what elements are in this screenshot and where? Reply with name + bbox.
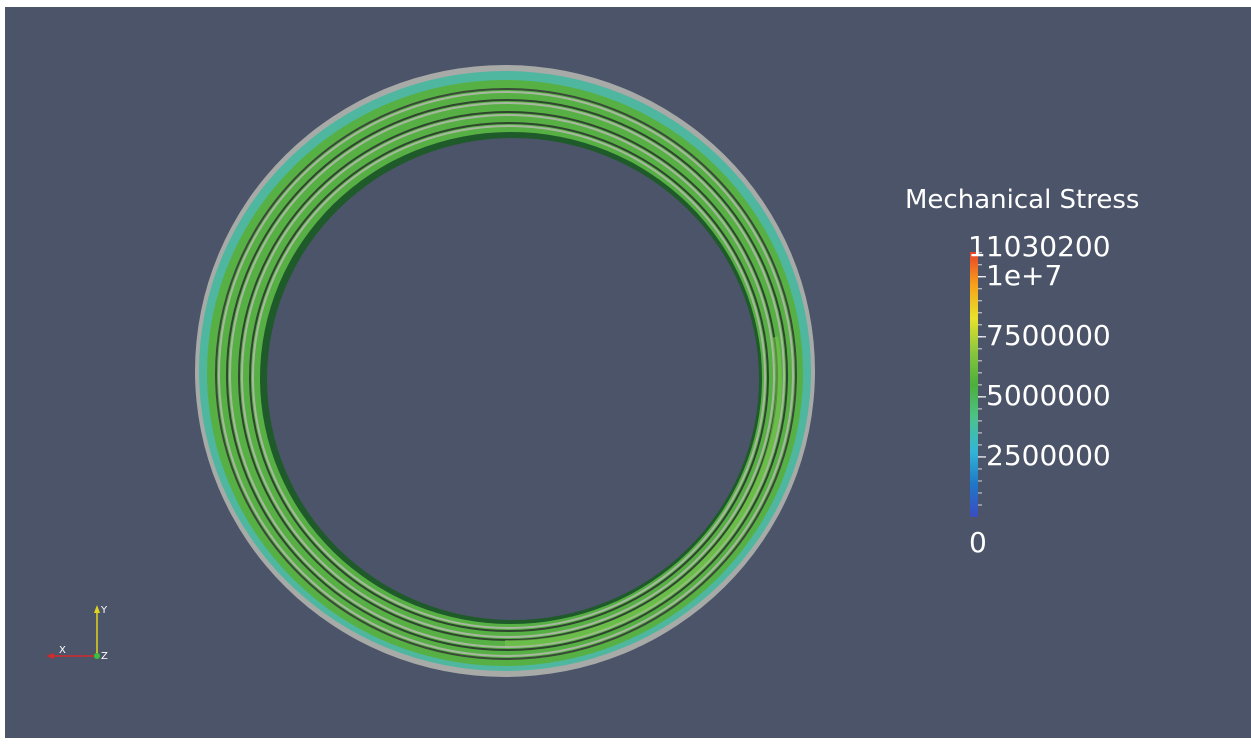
scalar-bar-title: Mechanical Stress — [905, 185, 1140, 215]
axis-z-marker — [94, 653, 100, 659]
scalar-bar-tick-label: 7500000 — [986, 318, 1111, 352]
scalar-bar[interactable] — [970, 252, 986, 517]
axis-x-label: X — [59, 645, 66, 656]
orientation-axes[interactable]: Y X Z — [46, 605, 108, 662]
scalar-bar-min-label: 0 — [969, 526, 987, 559]
scalar-bar-tick-label: 5000000 — [986, 378, 1111, 412]
render-canvas[interactable]: Y X Z — [5, 7, 1251, 738]
render-view[interactable]: Y X Z Mechanical Stress 11030200 0 1e+7 7… — [5, 7, 1251, 738]
ring-gap-4 — [249, 122, 769, 632]
scalar-bar-max-label: 11030200 — [968, 230, 1111, 263]
ring-highlight — [504, 336, 782, 647]
ring-mesh[interactable] — [195, 65, 815, 677]
ring-gap-1 — [215, 88, 797, 660]
ring-stripe-3 — [241, 114, 775, 638]
axis-x-arrow — [46, 653, 54, 659]
axis-y-arrow — [94, 605, 100, 613]
ring-hole — [267, 138, 759, 620]
ring-stripe-1 — [218, 91, 794, 657]
ring-gap-2 — [226, 99, 788, 651]
scalar-bar-tick-label: 2500000 — [986, 438, 1111, 472]
scalar-bar-tick-label: 1e+7 — [986, 258, 1063, 292]
ring-stripe-2 — [229, 102, 785, 648]
axis-y-label: Y — [100, 605, 108, 616]
ring-stripe-4 — [252, 125, 766, 629]
axis-z-label: Z — [101, 651, 108, 662]
scalar-bar-ticks — [978, 252, 986, 506]
scalar-bar-colors — [970, 252, 978, 517]
